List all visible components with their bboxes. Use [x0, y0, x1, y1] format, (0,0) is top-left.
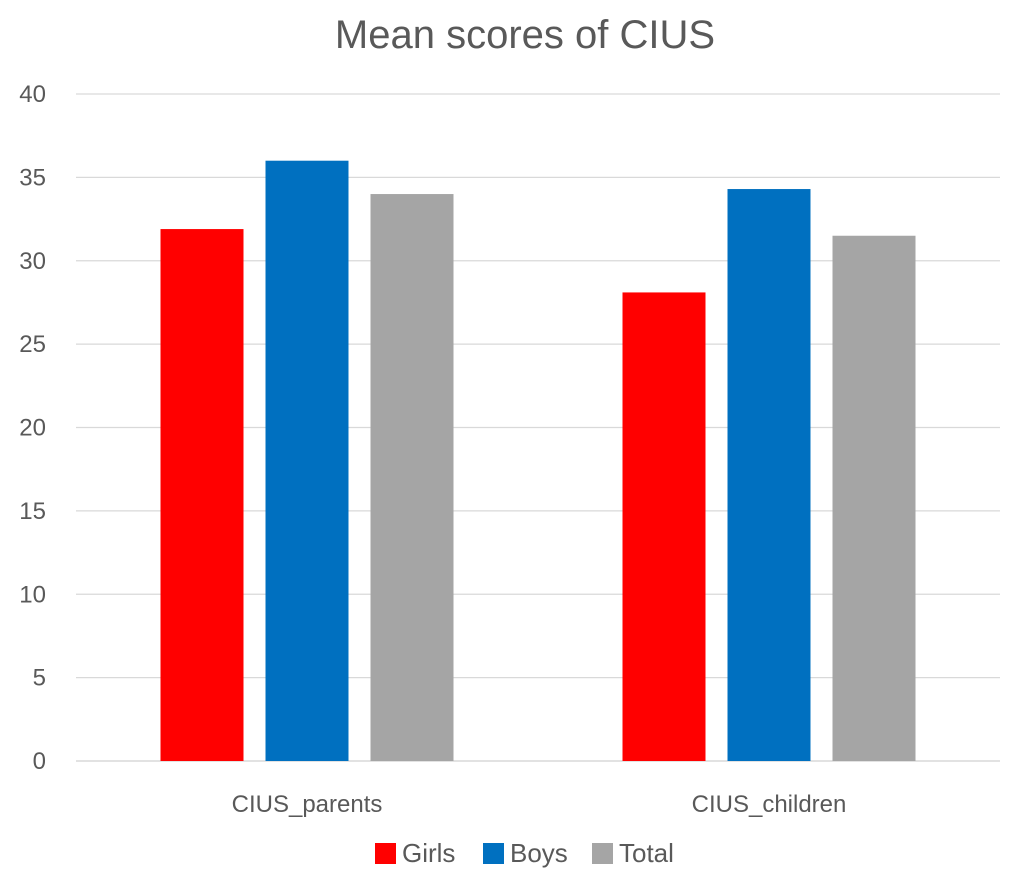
bars: [160, 160, 916, 762]
y-tick-label: 15: [19, 498, 46, 525]
y-tick-label: 35: [19, 164, 46, 191]
bar-boys-cius-parents: [265, 160, 349, 761]
legend-swatch-boys: [483, 843, 504, 864]
y-axis-ticks: 0 5 10 15 20 25 30 35 40: [19, 81, 46, 775]
legend-label-boys: Boys: [510, 838, 568, 868]
chart-title: Mean scores of CIUS: [335, 13, 715, 57]
y-tick-label: 10: [19, 581, 46, 608]
bar-girls-cius-children: [622, 292, 706, 761]
x-axis-categories: CIUS_parents CIUS_children: [232, 791, 847, 818]
y-tick-label: 30: [19, 248, 46, 275]
y-tick-label: 20: [19, 415, 46, 442]
bar-boys-cius-children: [727, 189, 811, 762]
legend: Girls Boys Total: [375, 838, 674, 868]
legend-swatch-total: [592, 843, 613, 864]
bar-girls-cius-parents: [160, 229, 244, 761]
bar-total-cius-parents: [370, 194, 454, 762]
legend-label-total: Total: [619, 838, 674, 868]
legend-label-girls: Girls: [402, 838, 455, 868]
legend-swatch-girls: [375, 843, 396, 864]
y-tick-label: 0: [33, 748, 46, 775]
y-tick-label: 25: [19, 331, 46, 358]
bar-total-cius-children: [832, 235, 916, 762]
y-tick-label: 5: [33, 665, 46, 692]
y-tick-label: 40: [19, 81, 46, 108]
x-category-label: CIUS_parents: [232, 791, 383, 818]
x-category-label: CIUS_children: [692, 791, 847, 818]
